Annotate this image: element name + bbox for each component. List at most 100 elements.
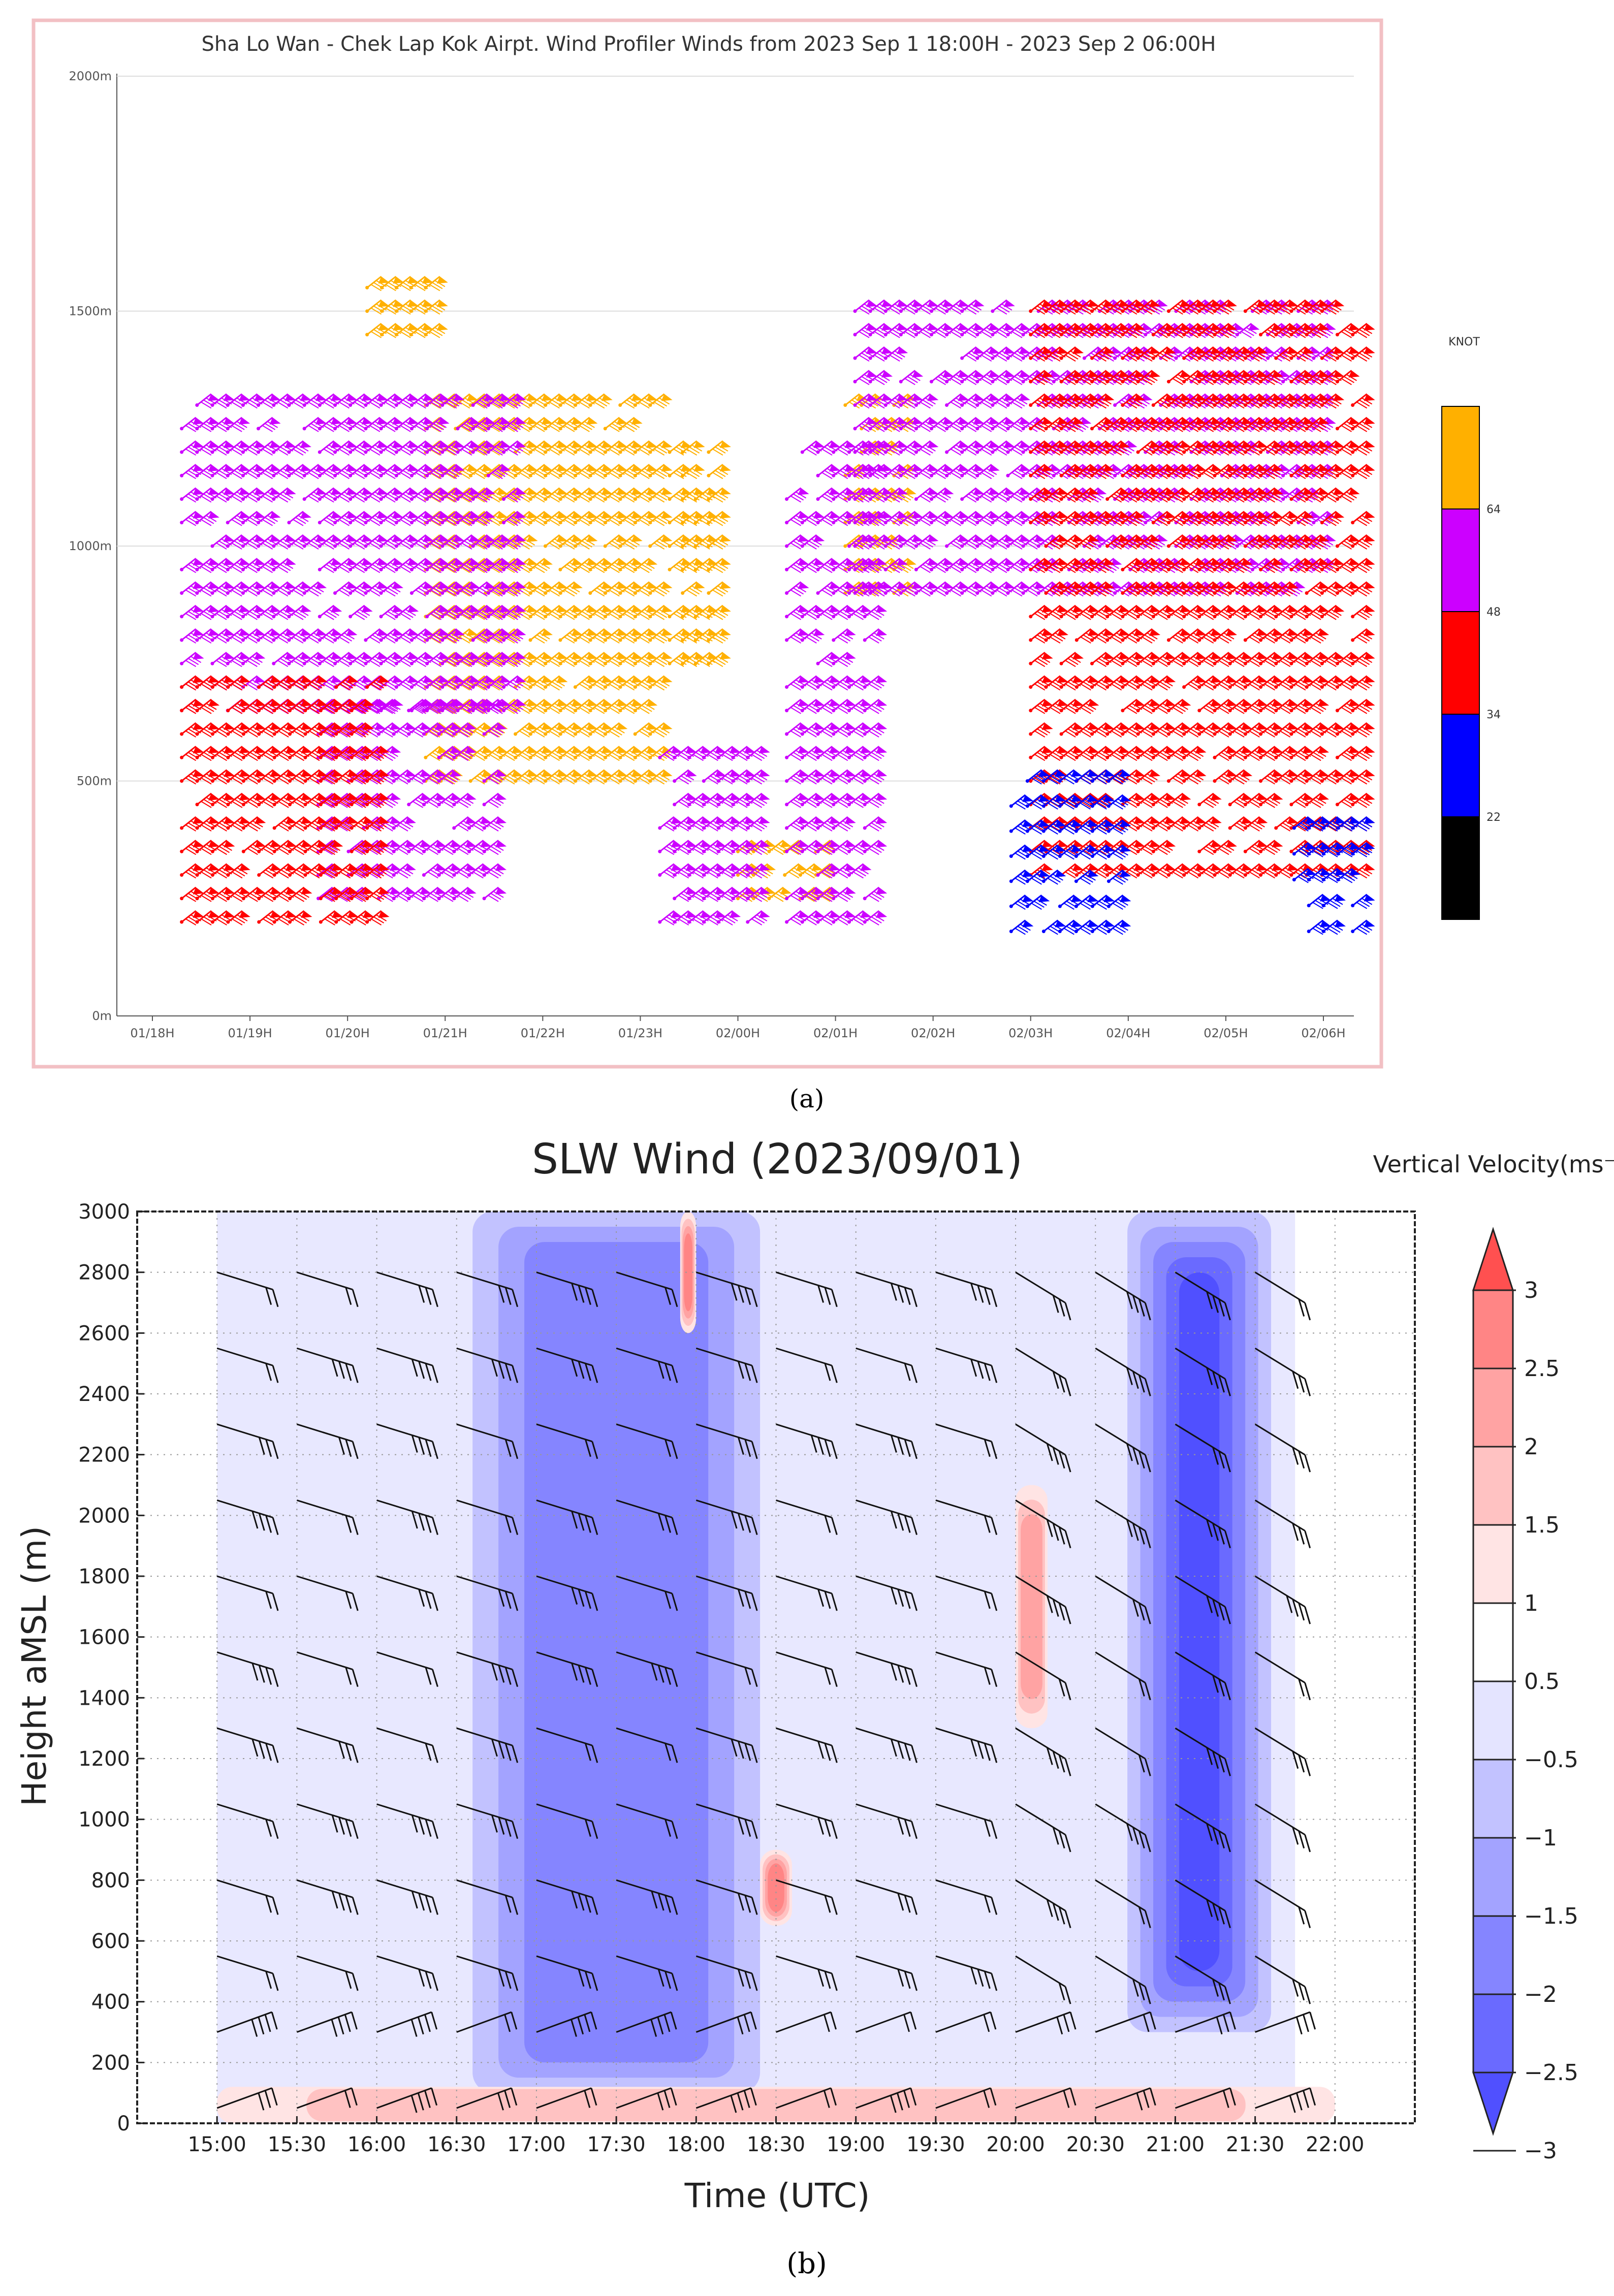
panel-b-x-tick-label: 21:00 <box>1146 2133 1205 2156</box>
wind-barb <box>648 675 673 691</box>
panel-b-y-tick-label: 200 <box>91 2051 130 2075</box>
panel-b-y-tick-label: 800 <box>91 1869 130 1892</box>
wind-barb <box>588 698 613 714</box>
wind-barb <box>424 276 448 292</box>
colorbar-label: −3 <box>1524 2138 1557 2164</box>
wind-barb <box>543 511 568 526</box>
colorbar-segment <box>1472 1367 1514 1448</box>
panel-b-y-tick-label: 600 <box>91 1930 130 1953</box>
wind-barb <box>618 581 643 597</box>
panel-b-y-tick-label: 2600 <box>78 1322 130 1345</box>
wind-barb <box>424 323 448 338</box>
colorbar-label: −1 <box>1524 1825 1557 1851</box>
wind-barb <box>603 652 628 667</box>
colorbar-segment <box>1472 1602 1514 1682</box>
panel-a-x-tick-label: 02/01H <box>813 1026 858 1040</box>
wind-barb <box>588 628 613 644</box>
positive-velocity-core <box>1021 1514 1042 1699</box>
wind-barb <box>648 464 673 480</box>
panel-b-ylabel: Height aMSL (m) <box>15 1526 54 1806</box>
panel-b-x-tick-label: 18:30 <box>747 2133 805 2156</box>
panel-b-xlabel: Time (UTC) <box>684 2176 870 2215</box>
legend-swatch <box>1441 508 1480 612</box>
legend-label: 48 <box>1486 606 1501 619</box>
wind-barb <box>648 534 673 550</box>
wind-barb <box>603 464 628 480</box>
panel-b-x-tick-label: 15:30 <box>268 2133 326 2156</box>
colorbar-segment <box>1472 1915 1514 1995</box>
wind-barb <box>603 698 628 714</box>
panel-a: Sha Lo Wan - Chek Lap Kok Airpt. Wind Pr… <box>31 18 1501 1113</box>
panel-a-x-tick-label: 01/19H <box>228 1026 272 1040</box>
wind-barb <box>558 604 583 620</box>
panel-b-y-tick-label: 2800 <box>78 1261 130 1285</box>
colorbar-label: 2 <box>1524 1434 1538 1460</box>
wind-barb <box>648 769 673 785</box>
wind-barb <box>424 299 448 315</box>
wind-barb <box>668 652 692 667</box>
wind-barb <box>633 558 658 573</box>
panel-b-y-tick-label: 1400 <box>78 1686 130 1710</box>
wind-barb <box>528 628 553 644</box>
panel-b-x-tick-label: 16:30 <box>427 2133 486 2156</box>
wind-barb <box>588 722 613 738</box>
panel-a-x-tick-label: 01/20H <box>326 1026 370 1040</box>
panel-b-title: SLW Wind (2023/09/01) <box>532 1135 1023 1184</box>
colorbar-title: Vertical Velocity(ms⁻¹) <box>1373 1151 1614 1178</box>
wind-barb <box>558 746 583 761</box>
panel-b-caption: (b) <box>786 2247 827 2280</box>
colorbar-label: 2.5 <box>1524 1356 1560 1382</box>
wind-barb <box>528 698 553 714</box>
colorbar-label: −1.5 <box>1524 1903 1578 1929</box>
legend-label: 34 <box>1486 709 1501 721</box>
panel-a-caption: (a) <box>789 1084 825 1113</box>
wind-barb <box>558 581 583 597</box>
panel-b-y-tick-label: 1200 <box>78 1747 130 1771</box>
wind-barb <box>528 769 553 785</box>
panel-b-x-tick-label: 18:00 <box>667 2133 725 2156</box>
colorbar-label: 1.5 <box>1524 1512 1560 1538</box>
wind-barb <box>573 698 598 714</box>
wind-barb <box>648 722 673 738</box>
panel-a-x-tick-label: 01/22H <box>521 1026 565 1040</box>
panel-b-y-tick-label: 1000 <box>78 1808 130 1832</box>
wind-barb <box>618 698 643 714</box>
wind-barb <box>514 722 538 738</box>
wind-barb <box>633 604 658 620</box>
positive-velocity-core <box>684 1233 692 1312</box>
panel-b-x-tick-label: 17:00 <box>507 2133 565 2156</box>
legend-label: 22 <box>1486 811 1501 824</box>
panel-b-y-tick-label: 0 <box>117 2112 130 2135</box>
colorbar-segment <box>1472 1680 1514 1761</box>
wind-barb <box>618 534 643 550</box>
panel-b-x-tick-label: 21:30 <box>1226 2133 1284 2156</box>
panel-a-y-tick-label: 0m <box>92 1009 112 1023</box>
wind-barb <box>528 558 553 573</box>
colorbar-segment <box>1472 1759 1514 1839</box>
wind-barb <box>648 511 673 526</box>
wind-barb <box>543 746 568 761</box>
panel-a-y-tick-label: 500m <box>77 774 112 788</box>
wind-barb <box>618 393 643 409</box>
colorbar-bottom-triangle <box>1472 2071 1514 2136</box>
colorbar-label: 0.5 <box>1524 1669 1560 1695</box>
wind-barb <box>558 628 583 644</box>
wind-barb <box>648 487 673 503</box>
panel-a-legend-title: KNOT <box>1448 336 1480 348</box>
colorbar-segment <box>1472 1993 1514 2074</box>
colorbar-label: 3 <box>1524 1278 1538 1303</box>
wind-barb <box>588 393 613 409</box>
wind-barb <box>379 276 404 292</box>
panel-b-x-tick-label: 19:00 <box>827 2133 885 2156</box>
wind-barb <box>573 652 598 667</box>
panel-b-x-tick-label: 17:30 <box>587 2133 645 2156</box>
panel-b-x-tick-label: 22:00 <box>1306 2133 1364 2156</box>
panel-a-y-tick-label: 1500m <box>69 304 112 318</box>
panel-a-x-tick-label: 01/21H <box>423 1026 467 1040</box>
wind-barb <box>573 604 598 620</box>
panel-b-x-tick-label: 20:30 <box>1066 2133 1125 2156</box>
panel-a-x-tick-label: 02/04H <box>1106 1026 1150 1040</box>
colorbar-label: −2.5 <box>1524 2060 1578 2086</box>
colorbar-segment <box>1472 1446 1514 1526</box>
panel-a-x-tick-label: 02/06H <box>1301 1026 1345 1040</box>
